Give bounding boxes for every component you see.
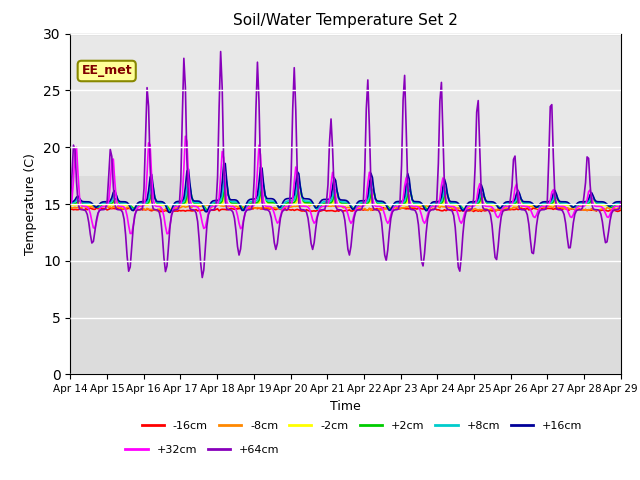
+2cm — [617, 201, 625, 207]
+16cm — [310, 203, 318, 208]
+64cm — [617, 199, 625, 205]
-8cm — [493, 208, 500, 214]
-2cm — [617, 202, 625, 208]
+8cm — [234, 199, 241, 205]
-2cm — [205, 208, 212, 214]
+16cm — [589, 193, 597, 199]
+2cm — [67, 201, 74, 207]
+16cm — [252, 195, 260, 201]
+16cm — [67, 199, 74, 204]
-2cm — [252, 202, 260, 207]
-8cm — [134, 207, 141, 213]
+64cm — [261, 207, 269, 213]
+2cm — [168, 208, 175, 214]
+32cm — [252, 193, 260, 199]
+32cm — [182, 133, 189, 139]
+32cm — [310, 220, 318, 226]
+8cm — [589, 194, 597, 200]
+2cm — [261, 192, 269, 198]
+8cm — [261, 192, 269, 198]
Legend: +32cm, +64cm: +32cm, +64cm — [121, 440, 284, 459]
+16cm — [221, 161, 229, 167]
+32cm — [261, 203, 269, 209]
-2cm — [67, 202, 74, 208]
Y-axis label: Temperature (C): Temperature (C) — [24, 153, 38, 255]
+16cm — [134, 200, 141, 206]
-8cm — [249, 204, 257, 210]
-16cm — [250, 205, 258, 211]
+8cm — [67, 200, 74, 206]
+2cm — [221, 181, 229, 187]
Text: EE_met: EE_met — [81, 64, 132, 77]
Bar — [70, 34, 621, 176]
+16cm — [166, 210, 174, 216]
-16cm — [380, 205, 387, 211]
-16cm — [308, 208, 316, 214]
-2cm — [134, 204, 141, 210]
+16cm — [261, 192, 269, 198]
+32cm — [617, 203, 625, 209]
+64cm — [234, 244, 241, 250]
+8cm — [221, 173, 229, 179]
Line: +2cm: +2cm — [70, 184, 621, 211]
-16cm — [260, 206, 268, 212]
Line: +8cm: +8cm — [70, 176, 621, 212]
-2cm — [261, 192, 269, 198]
Line: -16cm: -16cm — [70, 208, 621, 212]
-16cm — [232, 206, 240, 212]
-16cm — [589, 207, 597, 213]
+64cm — [134, 207, 141, 213]
-2cm — [310, 203, 318, 208]
+8cm — [166, 209, 174, 215]
+16cm — [617, 199, 625, 204]
+2cm — [310, 202, 318, 208]
+8cm — [134, 202, 141, 207]
-8cm — [67, 204, 74, 210]
-2cm — [589, 198, 597, 204]
+64cm — [589, 206, 597, 212]
-8cm — [258, 204, 266, 210]
+32cm — [134, 204, 141, 210]
+2cm — [134, 203, 141, 209]
-8cm — [307, 202, 315, 207]
-2cm — [223, 187, 230, 193]
+64cm — [310, 240, 318, 245]
-8cm — [315, 201, 323, 207]
-16cm — [617, 207, 625, 213]
+64cm — [198, 275, 206, 280]
+32cm — [234, 213, 241, 218]
Line: +64cm: +64cm — [70, 51, 621, 277]
Line: -2cm: -2cm — [70, 190, 621, 211]
Title: Soil/Water Temperature Set 2: Soil/Water Temperature Set 2 — [233, 13, 458, 28]
-16cm — [134, 206, 141, 212]
+32cm — [67, 203, 74, 208]
-2cm — [234, 202, 241, 207]
+16cm — [234, 198, 241, 204]
Line: +16cm: +16cm — [70, 164, 621, 213]
-16cm — [157, 209, 164, 215]
+64cm — [252, 107, 260, 113]
X-axis label: Time: Time — [330, 400, 361, 413]
+2cm — [234, 201, 241, 206]
-8cm — [230, 204, 238, 209]
+64cm — [67, 198, 74, 204]
+64cm — [217, 48, 225, 54]
+2cm — [589, 195, 597, 201]
+8cm — [252, 198, 260, 204]
+8cm — [310, 203, 318, 208]
Line: -8cm: -8cm — [70, 204, 621, 211]
+32cm — [589, 201, 597, 207]
Line: +32cm: +32cm — [70, 136, 621, 234]
+8cm — [617, 200, 625, 206]
-8cm — [589, 207, 597, 213]
+2cm — [252, 200, 260, 206]
-8cm — [617, 205, 625, 211]
+32cm — [163, 231, 171, 237]
-16cm — [67, 206, 74, 212]
